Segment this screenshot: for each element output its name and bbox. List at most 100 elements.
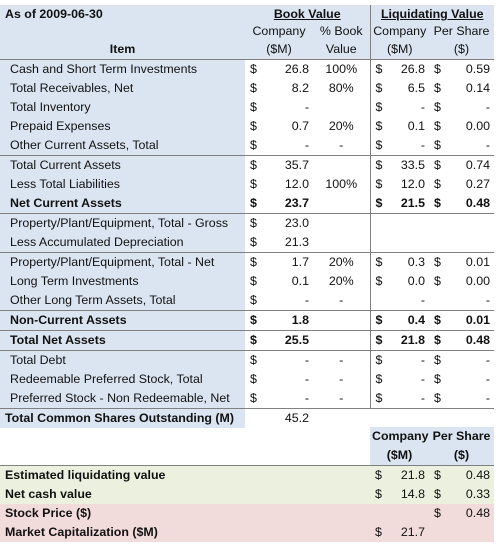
- table-row: Total Debt $ - - $ - $ -: [0, 350, 494, 370]
- summary-company-currency: $: [370, 485, 393, 504]
- pct-book: 80%: [328, 81, 354, 95]
- book-value: 26.8: [284, 62, 309, 76]
- book-value: 23.7: [268, 194, 313, 214]
- liq-currency: $: [369, 175, 393, 194]
- per-share-currency: [429, 213, 452, 233]
- liq-currency: $: [369, 370, 393, 389]
- book-value: 8.2: [291, 81, 309, 95]
- book-currency: $: [245, 252, 268, 272]
- item-label: Redeemable Preferred Stock, Total: [0, 370, 245, 389]
- per-share-value: [452, 213, 495, 233]
- per-share-value: 0.48: [452, 330, 495, 351]
- book-currency: $: [250, 119, 257, 133]
- company-col-header: Company: [245, 23, 313, 40]
- item-label: Total Inventory: [0, 98, 245, 117]
- per-share-currency: $: [429, 389, 452, 409]
- item-label: Property/Plant/Equipment, Total - Net: [0, 252, 245, 272]
- book-currency: $: [250, 274, 257, 288]
- item-label: Non-Current Assets: [0, 310, 245, 331]
- per-share-value: 0.59: [465, 62, 491, 76]
- liq-currency: [369, 291, 393, 311]
- per-share-value: 0.00: [465, 274, 491, 288]
- sm2-unit: ($M): [369, 40, 429, 60]
- table-row: Total Inventory $ - $ - $ -: [0, 98, 494, 117]
- per-share-col-header: Per Share: [429, 23, 495, 40]
- table-row: Other Long Term Assets, Total $ - - - -: [0, 291, 494, 311]
- per-share-currency: [429, 233, 452, 253]
- per-share-value: -: [452, 389, 495, 409]
- pct-book: -: [339, 293, 344, 307]
- per-share-currency: $: [434, 353, 441, 367]
- table-row: Other Current Assets, Total $ - - $ - $ -: [0, 136, 494, 156]
- liq-value: [393, 233, 429, 253]
- table-row: Prepaid Expenses $0.7 20% $0.1 $0.00: [0, 117, 494, 136]
- liq-currency: $: [369, 117, 393, 136]
- summary-company-currency: [370, 504, 393, 523]
- book-currency: $: [245, 389, 268, 409]
- summary-row: Net cash value $14.8 $0.33: [0, 485, 495, 504]
- table-row: Total Current Assets $35.7 $33.5 $0.74: [0, 155, 495, 175]
- book-value: 23.0: [268, 213, 313, 233]
- pct-book: -: [339, 353, 344, 367]
- liq-currency: $: [369, 330, 393, 351]
- summary-row: Stock Price ($) $0.48: [0, 504, 495, 523]
- summary-company-value: 21.7: [393, 523, 429, 542]
- item-label: Property/Plant/Equipment, Total - Gross: [0, 213, 245, 233]
- pct-book: [313, 233, 370, 253]
- summary-per-share-value: 0.48: [452, 465, 495, 485]
- pct-book: [313, 155, 370, 175]
- pct-book-col-header: % Book: [313, 23, 370, 40]
- per-share-value: 0.14: [465, 81, 491, 95]
- liq-value: -: [420, 293, 425, 307]
- per-share-currency: $: [429, 330, 452, 351]
- liq-currency: $: [369, 389, 393, 409]
- pct-book: -: [313, 389, 370, 409]
- per-share-currency: $: [434, 138, 441, 152]
- item-label: Total Debt: [0, 350, 245, 370]
- summary-row: Estimated liquidating value $21.8 $0.48: [0, 465, 495, 485]
- liq-value: 12.0: [400, 177, 425, 191]
- item-label: Less Accumulated Depreciation: [0, 233, 245, 253]
- table-row: Total Receivables, Net $8.2 80% $6.5 $0.14: [0, 79, 494, 98]
- item-label: Other Long Term Assets, Total: [0, 291, 245, 311]
- book-value: 0.7: [291, 119, 309, 133]
- book-currency: $: [245, 155, 268, 175]
- item-label: Prepaid Expenses: [0, 117, 245, 136]
- per-share-value: 0.00: [465, 119, 491, 133]
- liq-value: -: [420, 372, 425, 386]
- liq-value: 21.8: [393, 330, 429, 351]
- summary-sm-unit: ($M): [370, 446, 429, 466]
- liquidating-value-header: Liquidating Value: [369, 5, 495, 23]
- book-value-header: Book Value: [245, 5, 370, 23]
- book-currency: $: [250, 372, 257, 386]
- summary-per-share-currency: [429, 523, 452, 542]
- table-row: Property/Plant/Equipment, Total - Gross $…: [0, 213, 495, 233]
- book-value: -: [304, 100, 309, 114]
- liq-currency: $: [369, 59, 393, 79]
- pct-book: [313, 310, 370, 331]
- per-share-currency: $: [434, 81, 441, 95]
- book-currency: $: [250, 235, 257, 249]
- summary-table: Company Per Share ($M) ($) Estimated liq…: [0, 427, 495, 542]
- shares-outstanding-value: 45.2: [268, 408, 313, 428]
- liq-value: -: [420, 138, 425, 152]
- liq-value: 0.4: [393, 310, 429, 331]
- liq-value: 21.5: [393, 194, 429, 214]
- summary-per-share-value: 0.48: [452, 504, 495, 523]
- summary-per-share-currency: $: [429, 465, 452, 485]
- book-currency: $: [250, 353, 257, 367]
- table-row: Less Accumulated Depreciation $21.3: [0, 233, 494, 253]
- book-value: -: [268, 389, 313, 409]
- table-row: Less Total Liabilities $12.0 100% $12.0 $0.2…: [0, 175, 494, 194]
- summary-row: Market Capitalization ($M) $21.7: [0, 523, 495, 542]
- liq-value: [393, 213, 429, 233]
- per-share-currency: $: [429, 194, 452, 214]
- table-row: Preferred Stock - Non Redeemable, Net $ - -…: [0, 389, 495, 409]
- pct-book: [313, 330, 370, 351]
- per-share-value: -: [485, 138, 491, 152]
- liq-currency: $: [369, 136, 393, 156]
- book-currency: $: [250, 293, 257, 307]
- per-share-currency: $: [429, 155, 452, 175]
- book-value: -: [304, 353, 309, 367]
- liq-currency: $: [369, 79, 393, 98]
